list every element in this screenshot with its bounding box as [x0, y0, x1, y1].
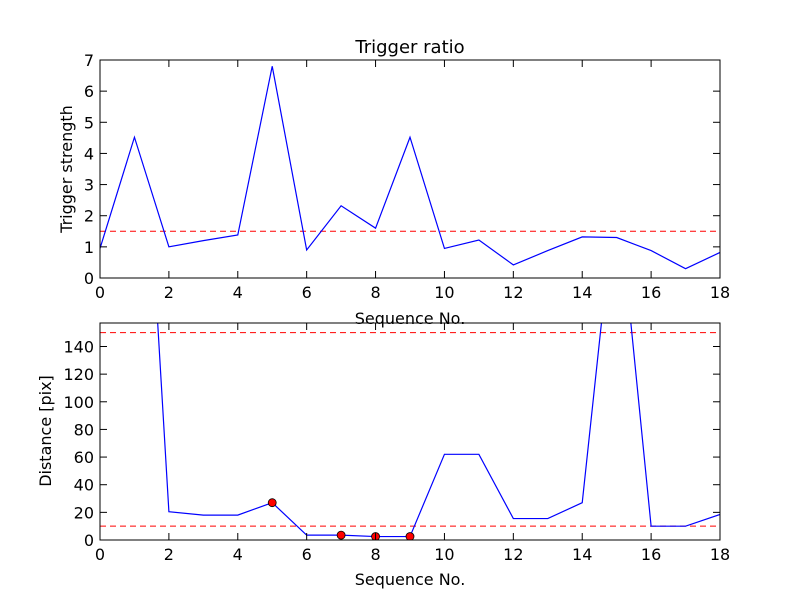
data-point-marker — [405, 532, 415, 540]
y-tick-label: 1 — [84, 238, 94, 257]
y-tick-label: 3 — [84, 176, 94, 195]
y-tick-label: 60 — [74, 448, 94, 467]
x-tick-label: 16 — [641, 283, 661, 302]
x-tick-label: 18 — [710, 545, 730, 564]
series-line — [100, 66, 720, 270]
x-tick-label: 6 — [302, 283, 312, 302]
y-tick-label: 120 — [63, 365, 94, 384]
x-tick-label: 16 — [641, 545, 661, 564]
data-point-marker — [336, 530, 346, 540]
distance-chart: 0 2 4 6 8 10 12 14 16 18 0 20 40 60 80 100 120 140 Sequen… — [36, 322, 730, 589]
x-axis-label: Sequence No. — [355, 570, 466, 589]
plot-clip — [100, 66, 720, 270]
x-tick-label: 4 — [233, 545, 243, 564]
y-axis-label: Trigger strength — [57, 105, 76, 234]
x-tick-label: 14 — [572, 283, 592, 302]
x-tick-label: 0 — [95, 283, 105, 302]
x-tick-label: 12 — [503, 545, 523, 564]
y-tick-label: 20 — [74, 503, 94, 522]
x-tick-label: 0 — [95, 545, 105, 564]
y-tick-label: 0 — [84, 531, 94, 550]
chart-title: Trigger ratio — [354, 37, 464, 58]
x-tick-label: 8 — [370, 545, 380, 564]
y-tick-label: 140 — [63, 337, 94, 356]
y-axis-label: Distance [pix] — [36, 375, 55, 487]
x-tick-label: 6 — [302, 545, 312, 564]
axes-frame — [99, 59, 721, 279]
y-tick-label: 40 — [74, 476, 94, 495]
x-tick-label: 8 — [370, 283, 380, 302]
axes-frame — [99, 322, 721, 541]
axis-ticks: 0 2 4 6 8 10 12 14 16 18 0 20 40 60 80 100 120 140 — [63, 323, 730, 564]
x-tick-label: 12 — [503, 283, 523, 302]
x-tick-label: 14 — [572, 545, 592, 564]
x-tick-label: 4 — [233, 283, 243, 302]
y-tick-label: 100 — [63, 393, 94, 412]
y-tick-label: 7 — [84, 51, 94, 70]
x-tick-label: 10 — [434, 545, 454, 564]
y-tick-label: 80 — [74, 420, 94, 439]
data-point-marker — [267, 498, 277, 508]
y-tick-label: 2 — [84, 207, 94, 226]
y-tick-label: 5 — [84, 113, 94, 132]
x-tick-label: 2 — [164, 545, 174, 564]
y-tick-label: 4 — [84, 144, 94, 163]
x-tick-label: 18 — [710, 283, 730, 302]
x-tick-label: 10 — [434, 283, 454, 302]
plot-area — [100, 66, 720, 270]
y-tick-label: 0 — [84, 269, 94, 288]
y-tick-label: 6 — [84, 82, 94, 101]
x-tick-label: 2 — [164, 283, 174, 302]
x-axis-label: Sequence No. — [355, 309, 466, 328]
